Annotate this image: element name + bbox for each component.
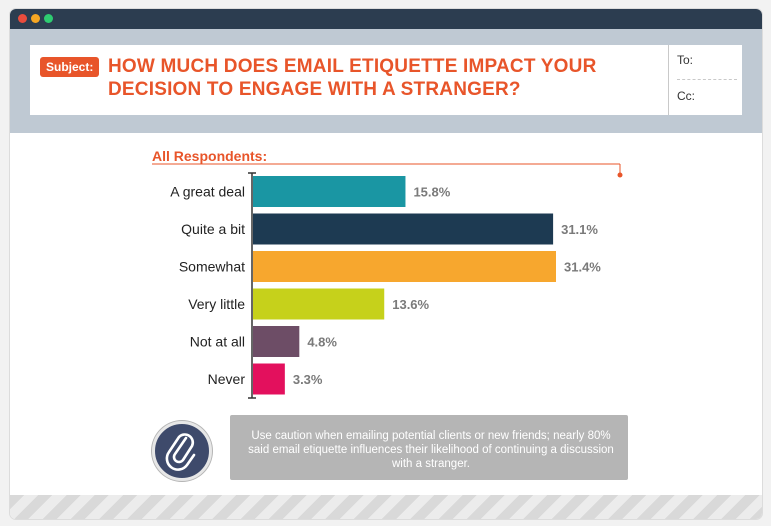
category-label: Not at all [190,334,245,350]
cc-field-label[interactable]: Cc: [677,89,695,103]
bar [253,213,554,245]
callout-text: Use caution when emailing potential clie… [248,430,614,470]
app-window: Subject: HOW MUCH DOES EMAIL ETIQUETTE I… [10,9,762,519]
footer-stripes [10,495,762,519]
callout-note: Use caution when emailing potential clie… [230,415,628,480]
category-label: Somewhat [179,259,245,275]
value-label: 31.4% [564,260,601,275]
recipient-fields: To: Cc: [668,45,743,115]
title-bar [10,9,762,29]
email-header: Subject: HOW MUCH DOES EMAIL ETIQUETTE I… [10,29,762,133]
to-divider [677,79,737,80]
category-label: Quite a bit [181,221,245,237]
category-label: Very little [188,296,245,312]
maximize-dot[interactable] [44,14,53,23]
category-label: Never [208,371,246,387]
value-label: 15.8% [413,185,450,200]
category-label: A great deal [170,184,245,200]
bar [253,288,385,320]
subject-line-1: HOW MUCH DOES EMAIL ETIQUETTE IMPACT YOU… [108,56,597,77]
bar [253,326,300,357]
value-label: 13.6% [392,297,429,312]
value-label: 4.8% [307,335,337,350]
title-rule-end-dot [617,172,623,178]
to-field-label[interactable]: To: [677,53,694,67]
paperclip-icon [152,421,212,481]
chart-title: All Respondents: [152,148,267,164]
subject-line-2: DECISION TO ENGAGE WITH A STRANGER? [108,79,521,100]
bar [253,176,406,207]
close-dot[interactable] [18,14,27,23]
subject-label: Subject: [40,57,100,77]
subject-card: Subject: HOW MUCH DOES EMAIL ETIQUETTE I… [30,45,742,115]
bar [253,363,285,395]
bars-group: A great deal 15.8% Quite a bit 31.1% Somewha… [170,176,601,395]
bar [253,251,556,282]
value-label: 3.3% [293,372,323,387]
bar-chart: All Respondents: A great deal 15.8% Quite … [152,148,623,399]
subject-text: HOW MUCH DOES EMAIL ETIQUETTE IMPACT YOU… [108,55,668,101]
minimize-dot[interactable] [31,14,40,23]
value-label: 31.1% [561,222,598,237]
